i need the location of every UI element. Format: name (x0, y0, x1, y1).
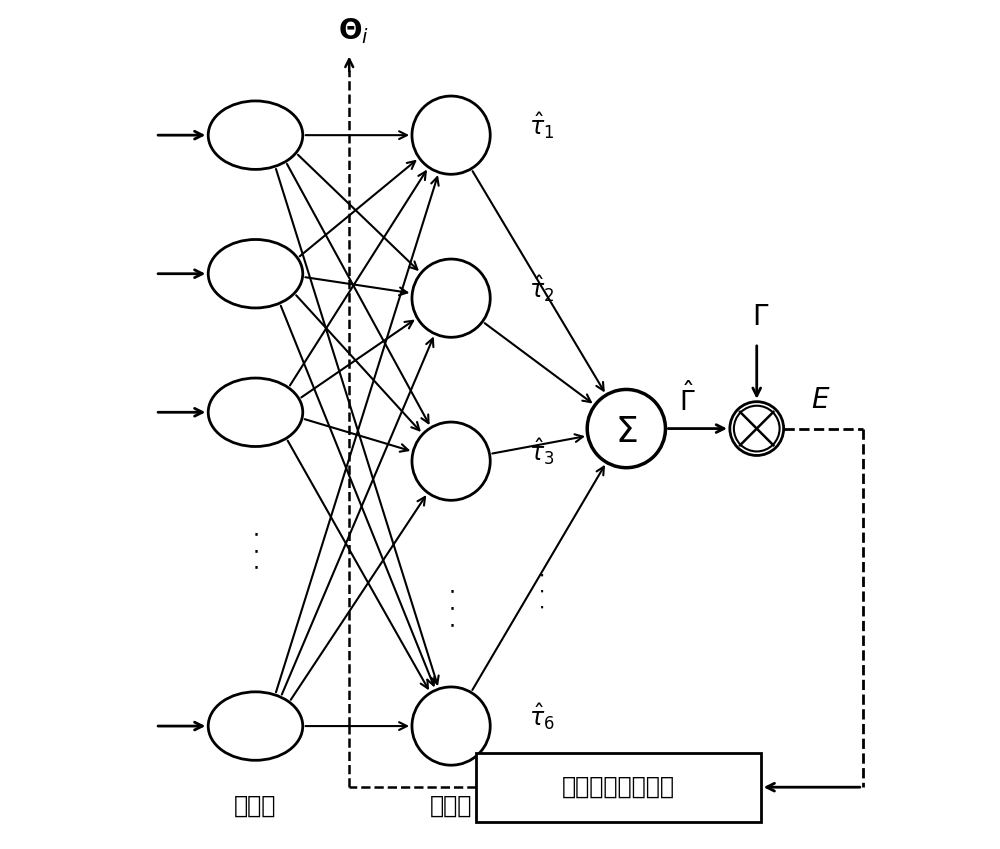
Text: $\hat{\tau}_2$: $\hat{\tau}_2$ (529, 273, 554, 304)
Text: 输入层: 输入层 (234, 794, 277, 818)
Text: $\Gamma$: $\Gamma$ (752, 303, 769, 331)
Ellipse shape (412, 96, 490, 174)
Text: 反向传播学习算法: 反向传播学习算法 (562, 775, 675, 799)
Ellipse shape (412, 259, 490, 337)
Text: $\mathbf{\Theta}_i$: $\mathbf{\Theta}_i$ (338, 15, 369, 46)
Text: 隐藏层: 隐藏层 (430, 794, 472, 818)
Ellipse shape (208, 378, 303, 447)
Circle shape (587, 390, 665, 468)
Text: $\Sigma$: $\Sigma$ (615, 415, 638, 449)
Ellipse shape (208, 692, 303, 761)
Text: 输出层: 输出层 (560, 794, 603, 818)
Text: $\hat{\tau}_3$: $\hat{\tau}_3$ (529, 436, 554, 467)
Circle shape (730, 402, 784, 455)
Text: $E$: $E$ (811, 386, 830, 414)
Text: $\hat{\Gamma}$: $\hat{\Gamma}$ (679, 383, 696, 417)
Text: $\hat{\tau}_6$: $\hat{\tau}_6$ (529, 701, 554, 732)
Bar (476, 752, 761, 822)
Text: $\hat{\tau}_1$: $\hat{\tau}_1$ (529, 110, 554, 141)
Ellipse shape (208, 239, 303, 308)
Ellipse shape (412, 422, 490, 500)
Ellipse shape (412, 687, 490, 765)
Text: $\cdot$
$\cdot$
$\cdot$: $\cdot$ $\cdot$ $\cdot$ (448, 581, 454, 635)
Text: $\cdot$
$\cdot$
$\cdot$: $\cdot$ $\cdot$ $\cdot$ (538, 566, 544, 617)
Text: $\cdot$
$\cdot$
$\cdot$: $\cdot$ $\cdot$ $\cdot$ (252, 524, 259, 577)
Ellipse shape (208, 101, 303, 170)
